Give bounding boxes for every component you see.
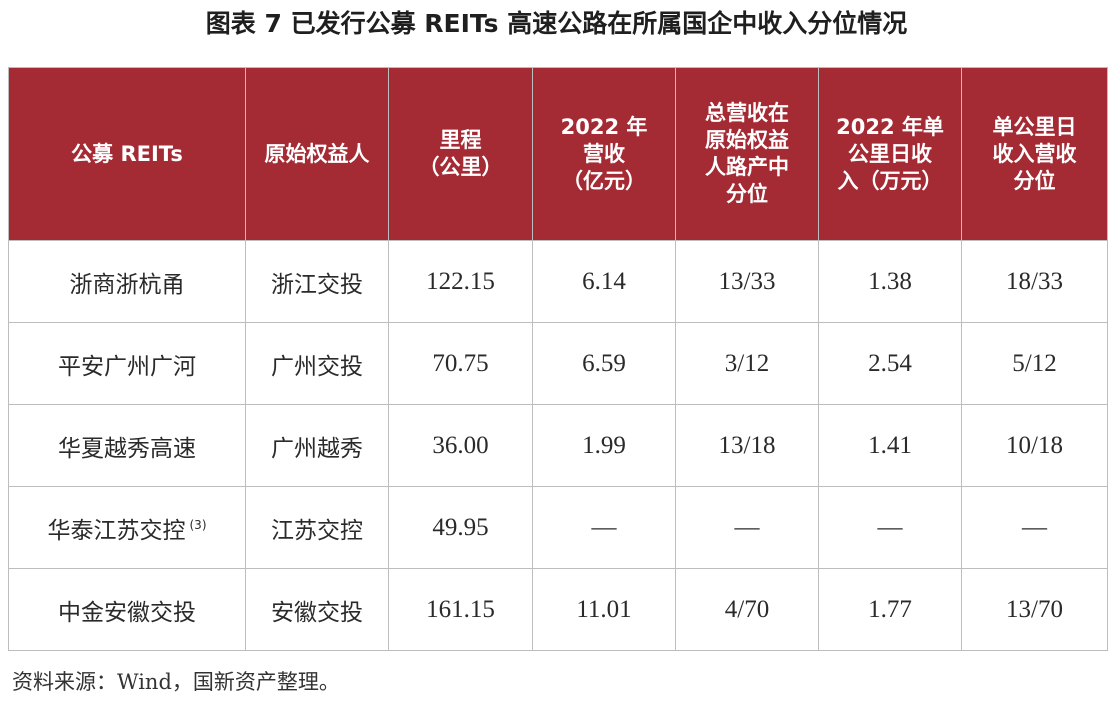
cell-reits-name: 华夏越秀高速 (8, 404, 246, 487)
header-owner: 原始权益人 (245, 67, 389, 241)
cell-daily-rank: 10/18 (961, 404, 1108, 487)
cell-daily-income: 2.54 (818, 322, 962, 405)
cell-daily-income: 1.38 (818, 240, 962, 323)
cell-revenue-rank: 4/70 (675, 568, 819, 651)
cell-mileage: 49.95 (388, 486, 533, 569)
cell-daily-income: 1.41 (818, 404, 962, 487)
cell-reits-name: 平安广州广河 (8, 322, 246, 405)
header-mileage: 里程 （公里） (388, 67, 533, 241)
cell-reits-name: 华泰江苏交控 (3) (8, 486, 246, 569)
header-revenue: 2022 年 营收 （亿元） (532, 67, 676, 241)
reits-name-text: 华泰江苏交控 (47, 517, 186, 544)
cell-daily-rank: 18/33 (961, 240, 1108, 323)
cell-revenue: 1.99 (532, 404, 676, 487)
cell-daily-rank: 5/12 (961, 322, 1108, 405)
table-row: 华泰江苏交控 (3) 江苏交控 49.95 — — — — (8, 486, 1108, 569)
table-row: 浙商浙杭甬 浙江交投 122.15 6.14 13/33 1.38 18/33 (8, 240, 1108, 323)
cell-mileage: 161.15 (388, 568, 533, 651)
cell-revenue: 6.14 (532, 240, 676, 323)
cell-owner: 安徽交投 (245, 568, 389, 651)
cell-revenue: 6.59 (532, 322, 676, 405)
header-daily-rank: 单公里日 收入营收 分位 (961, 67, 1108, 241)
header-daily-income: 2022 年单 公里日收 入（万元） (818, 67, 962, 241)
cell-daily-income: 1.77 (818, 568, 962, 651)
header-reits: 公募 REITs (8, 67, 246, 241)
cell-owner: 广州交投 (245, 322, 389, 405)
cell-revenue-rank: — (675, 486, 819, 569)
table-row: 华夏越秀高速 广州越秀 36.00 1.99 13/18 1.41 10/18 (8, 404, 1108, 487)
reits-revenue-table: 公募 REITs 原始权益人 里程 （公里） 2022 年 营收 （亿元） 总营… (8, 67, 1108, 651)
source-note: 资料来源：Wind，国新资产整理。 (12, 670, 340, 694)
cell-revenue: 11.01 (532, 568, 676, 651)
cell-daily-rank: — (961, 486, 1108, 569)
cell-owner: 广州越秀 (245, 404, 389, 487)
table-title: 图表 7 已发行公募 REITs 高速公路在所属国企中收入分位情况 (205, 9, 908, 38)
cell-reits-name: 浙商浙杭甬 (8, 240, 246, 323)
table-row: 中金安徽交投 安徽交投 161.15 11.01 4/70 1.77 13/70 (8, 568, 1108, 651)
cell-revenue-rank: 13/33 (675, 240, 819, 323)
cell-owner: 浙江交投 (245, 240, 389, 323)
table-header-row: 公募 REITs 原始权益人 里程 （公里） 2022 年 营收 （亿元） 总营… (8, 67, 1108, 241)
cell-mileage: 70.75 (388, 322, 533, 405)
header-revenue-rank: 总营收在 原始权益 人路产中 分位 (675, 67, 819, 241)
cell-daily-income: — (818, 486, 962, 569)
cell-revenue-rank: 13/18 (675, 404, 819, 487)
cell-mileage: 36.00 (388, 404, 533, 487)
cell-daily-rank: 13/70 (961, 568, 1108, 651)
table-row: 平安广州广河 广州交投 70.75 6.59 3/12 2.54 5/12 (8, 322, 1108, 405)
cell-owner: 江苏交控 (245, 486, 389, 569)
cell-revenue-rank: 3/12 (675, 322, 819, 405)
cell-revenue: — (532, 486, 676, 569)
footnote-marker: (3) (189, 517, 207, 532)
cell-reits-name: 中金安徽交投 (8, 568, 246, 651)
cell-mileage: 122.15 (388, 240, 533, 323)
